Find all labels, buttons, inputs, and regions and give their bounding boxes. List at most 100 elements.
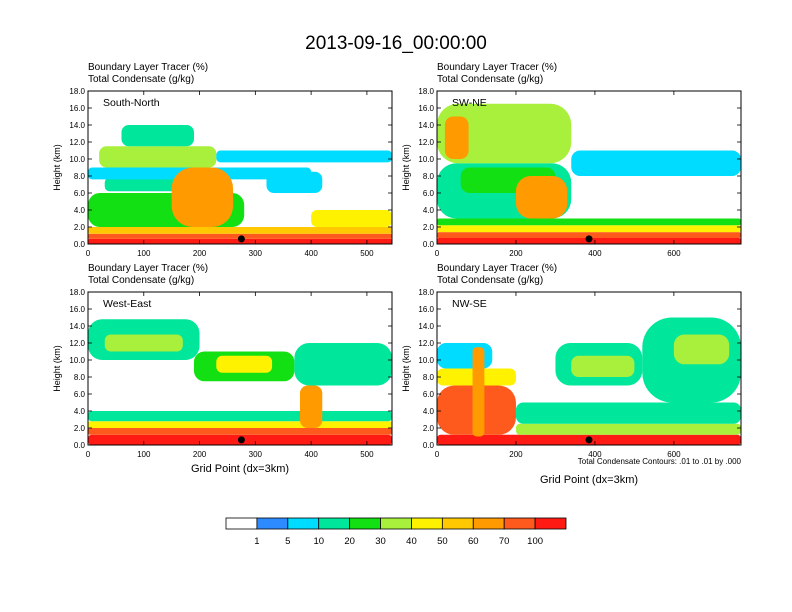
- x-tick-label: 600: [667, 450, 681, 459]
- field-region: [571, 150, 741, 176]
- x-tick-label: 400: [588, 450, 602, 459]
- location-marker: [237, 235, 245, 243]
- y-tick-label: 14.0: [69, 322, 85, 331]
- y-tick-label: 16.0: [418, 305, 434, 314]
- field-region: [437, 225, 741, 233]
- y-tick-label: 12.0: [69, 138, 85, 147]
- colorbar-label: 30: [375, 536, 386, 547]
- y-tick-label: 8.0: [74, 373, 86, 382]
- x-tick-label: 100: [137, 249, 151, 258]
- y-tick-label: 0.0: [74, 441, 86, 450]
- field-region: [88, 421, 392, 428]
- x-tick-label: 400: [304, 450, 318, 459]
- field-region: [88, 411, 392, 422]
- x-tick-label: 600: [667, 249, 681, 258]
- colorbar-swatch: [318, 517, 351, 530]
- y-tick-label: 18.0: [69, 288, 85, 297]
- figure-title: 2013-09-16_00:00:00: [305, 33, 487, 54]
- y-tick-label: 8.0: [74, 172, 86, 181]
- y-tick-label: 6.0: [423, 390, 435, 399]
- field-region: [104, 334, 183, 352]
- colorbar-label: 60: [468, 536, 479, 547]
- panel-frame: [87, 291, 393, 446]
- y-tick-label: 2.0: [423, 424, 435, 433]
- x-axis-label-left: Grid Point (dx=3km): [191, 463, 289, 475]
- y-tick-label: 10.0: [418, 356, 434, 365]
- y-tick-label: 0.0: [74, 240, 86, 249]
- y-tick-label: 14.0: [418, 322, 434, 331]
- panel-contour-label: Total Condensate (g/kg): [437, 74, 543, 85]
- colorbar-swatch: [225, 517, 258, 530]
- y-tick-label: 10.0: [69, 155, 85, 164]
- field-region: [472, 347, 485, 437]
- field-region: [294, 343, 392, 386]
- y-tick-label: 16.0: [69, 305, 85, 314]
- panel-contour-label: Total Condensate (g/kg): [88, 275, 194, 286]
- y-tick-label: 8.0: [423, 373, 435, 382]
- colorbar-swatch: [349, 517, 381, 530]
- panel-frame: [87, 90, 393, 245]
- x-tick-label: 300: [249, 450, 263, 459]
- y-tick-label: 6.0: [423, 189, 435, 198]
- field-region: [266, 171, 323, 193]
- x-tick-label: 0: [86, 450, 91, 459]
- y-tick-label: 8.0: [423, 172, 435, 181]
- y-tick-label: 4.0: [74, 206, 86, 215]
- colorbar-label: 40: [406, 536, 417, 547]
- x-tick-label: 400: [304, 249, 318, 258]
- y-axis-label: Height (km): [52, 345, 62, 392]
- field-region: [437, 103, 572, 164]
- panel-frame: [436, 90, 742, 245]
- colorbar-swatch: [256, 517, 289, 530]
- panel-region-label: West-East: [103, 298, 151, 310]
- field-region: [99, 146, 217, 168]
- colorbar-label: 100: [527, 536, 543, 547]
- field-region: [88, 227, 392, 234]
- y-tick-label: 4.0: [423, 206, 435, 215]
- x-tick-label: 0: [435, 249, 440, 258]
- location-marker: [585, 436, 593, 444]
- contour-note: Total Condensate Contours: .01 to .01 by…: [578, 457, 742, 466]
- colorbar-swatch: [411, 517, 443, 530]
- panel-region-label: South-North: [103, 97, 160, 109]
- field-region: [515, 176, 568, 219]
- panel-field-label: Boundary Layer Tracer (%): [437, 263, 557, 274]
- colorbar-swatch: [503, 517, 536, 530]
- y-tick-label: 4.0: [423, 407, 435, 416]
- y-tick-label: 2.0: [74, 223, 86, 232]
- field-region: [515, 423, 741, 435]
- y-tick-label: 16.0: [418, 104, 434, 113]
- y-tick-label: 10.0: [69, 356, 85, 365]
- y-tick-label: 10.0: [418, 155, 434, 164]
- y-tick-label: 12.0: [69, 339, 85, 348]
- y-tick-label: 18.0: [418, 87, 434, 96]
- y-tick-label: 6.0: [74, 189, 86, 198]
- field-region: [299, 385, 323, 428]
- x-tick-label: 400: [588, 249, 602, 258]
- panel-field-label: Boundary Layer Tracer (%): [88, 62, 208, 73]
- panel-region-label: NW-SE: [452, 298, 487, 310]
- field-region: [88, 428, 392, 435]
- location-marker: [237, 436, 245, 444]
- colorbar-label: 50: [437, 536, 448, 547]
- y-axis-label: Height (km): [52, 144, 62, 191]
- x-axis-label-right: Grid Point (dx=3km): [540, 474, 638, 486]
- colorbar-swatch: [472, 517, 505, 530]
- field-region: [673, 334, 730, 365]
- colorbar-swatch: [441, 517, 474, 530]
- panel-field: [437, 103, 741, 244]
- panel-frame: [436, 291, 742, 446]
- x-tick-label: 200: [509, 249, 523, 258]
- y-tick-label: 18.0: [69, 87, 85, 96]
- x-tick-label: 100: [137, 450, 151, 459]
- field-region: [515, 402, 741, 424]
- panel-field-label: Boundary Layer Tracer (%): [88, 263, 208, 274]
- location-marker: [585, 235, 593, 243]
- x-tick-label: 300: [249, 249, 263, 258]
- y-tick-label: 2.0: [423, 223, 435, 232]
- field-region: [444, 116, 469, 159]
- colorbar-label: 5: [285, 536, 290, 547]
- y-tick-label: 2.0: [74, 424, 86, 433]
- colorbar-label: 70: [499, 536, 510, 547]
- field-region: [121, 125, 194, 147]
